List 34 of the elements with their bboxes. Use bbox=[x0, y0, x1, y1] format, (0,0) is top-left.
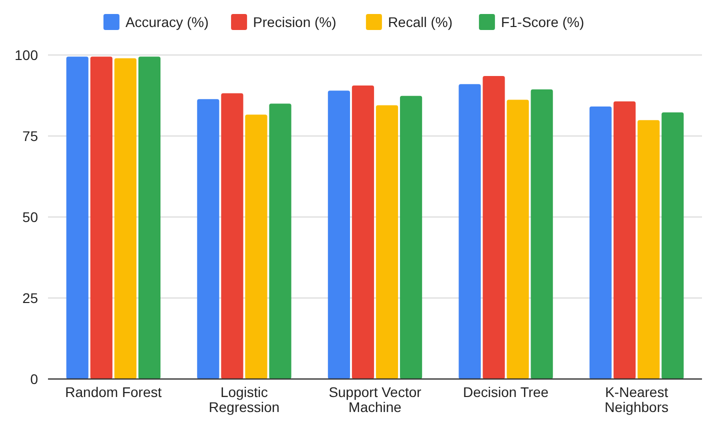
bar bbox=[114, 58, 136, 379]
x-tick-label: K-Nearest Neighbors bbox=[604, 384, 669, 415]
y-tick-label: 75 bbox=[22, 128, 38, 144]
bar bbox=[662, 112, 684, 379]
bar bbox=[530, 89, 553, 379]
y-tick-label: 0 bbox=[30, 370, 38, 387]
legend-label: Precision (%) bbox=[253, 14, 336, 30]
bar bbox=[590, 106, 612, 379]
bar bbox=[197, 99, 220, 379]
bar bbox=[66, 56, 88, 379]
bar bbox=[352, 85, 374, 379]
y-tick-label: 100 bbox=[14, 46, 38, 63]
bar bbox=[376, 105, 398, 379]
bar bbox=[138, 56, 160, 379]
bar bbox=[400, 96, 422, 379]
y-tick-label: 25 bbox=[22, 290, 38, 306]
bar bbox=[482, 76, 505, 379]
legend-label: Accuracy (%) bbox=[125, 14, 209, 30]
bar bbox=[245, 114, 268, 379]
bar bbox=[506, 100, 529, 379]
legend-label: Recall (%) bbox=[388, 14, 453, 30]
x-tick-label: Logistic Regression bbox=[208, 384, 280, 415]
bar bbox=[328, 90, 350, 379]
x-tick-label: Random Forest bbox=[65, 384, 162, 400]
bar bbox=[458, 84, 481, 379]
legend-label: F1-Score (%) bbox=[500, 14, 584, 30]
x-tick-label: Decision Tree bbox=[463, 384, 549, 400]
bar bbox=[221, 93, 244, 379]
x-tick-label: Support Vector Machine bbox=[328, 384, 422, 415]
bar bbox=[90, 56, 112, 379]
bar bbox=[614, 101, 636, 379]
bar bbox=[638, 120, 660, 379]
y-tick-label: 50 bbox=[22, 208, 38, 225]
bar bbox=[269, 104, 292, 379]
